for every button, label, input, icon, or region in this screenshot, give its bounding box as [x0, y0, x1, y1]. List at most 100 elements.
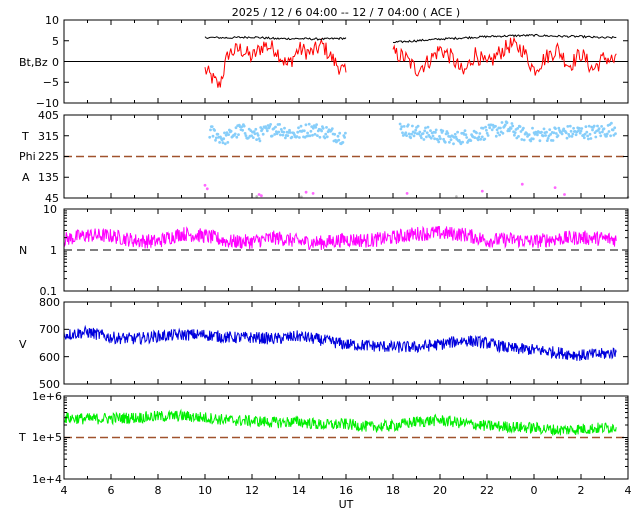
- theta-point: [613, 126, 617, 130]
- theta-point: [498, 133, 501, 137]
- plot-title: 2025 / 12 / 6 04:00 -- 12 / 7 04:00 ( AC…: [232, 6, 460, 19]
- x-tick-label: 0: [531, 484, 538, 497]
- speed-tick-label: 600: [39, 351, 60, 364]
- x-tick-label: 18: [386, 484, 400, 497]
- theta-ylabel: T: [21, 130, 29, 143]
- bz-line: [392, 36, 617, 77]
- theta-point: [601, 130, 604, 134]
- mag-tick-label: 5: [52, 35, 59, 48]
- density-tick-label: 0.1: [40, 285, 58, 298]
- theta-point: [570, 135, 574, 138]
- theta-point: [614, 132, 617, 136]
- theta-point: [279, 133, 282, 137]
- theta-point: [605, 134, 608, 138]
- theta-point: [540, 130, 543, 134]
- theta-point: [568, 124, 572, 128]
- theta-point: [318, 135, 322, 139]
- theta-point: [208, 135, 212, 139]
- theta-point: [234, 126, 238, 130]
- theta-point: [214, 138, 217, 142]
- theta-point: [436, 138, 440, 142]
- theta-point: [446, 132, 450, 135]
- theta-point: [418, 130, 422, 134]
- temp-ylabel: T: [18, 431, 26, 444]
- theta-point: [226, 141, 230, 144]
- theta-point: [409, 136, 413, 140]
- x-tick-label: 12: [245, 484, 259, 497]
- theta-point: [508, 129, 511, 133]
- theta-point: [233, 132, 237, 136]
- theta-point: [333, 132, 337, 136]
- theta-point: [583, 132, 587, 136]
- theta-point: [431, 134, 435, 138]
- speed-line: [63, 324, 617, 361]
- theta-point: [494, 124, 497, 128]
- theta-point: [405, 134, 408, 138]
- theta-point: [277, 130, 281, 134]
- theta-point: [596, 124, 599, 128]
- y-ticks-layer: [64, 19, 628, 480]
- theta-point: [426, 125, 430, 129]
- theta-point: [582, 136, 586, 140]
- theta-point: [325, 126, 328, 129]
- angle-tick-label: 315: [38, 130, 59, 143]
- mag-ylabel: Bt,Bz: [19, 56, 48, 69]
- theta-point: [256, 134, 260, 137]
- phi-point: [205, 187, 209, 191]
- theta-point: [579, 129, 583, 133]
- mag-tick-label: −10: [36, 97, 59, 110]
- theta-point: [252, 130, 256, 134]
- theta-point: [224, 133, 228, 137]
- theta-point: [522, 138, 526, 142]
- mag-tick-label: 10: [45, 14, 59, 27]
- theta-point: [284, 136, 287, 140]
- theta-point: [585, 130, 589, 134]
- theta-point: [519, 130, 523, 133]
- theta-point: [587, 137, 590, 141]
- theta-point: [337, 138, 341, 142]
- theta-point: [580, 127, 584, 130]
- theta-point: [475, 131, 478, 135]
- theta-point: [452, 142, 455, 146]
- theta-point: [279, 127, 283, 131]
- theta-point: [513, 131, 517, 135]
- density-tick-label: 1: [50, 244, 57, 257]
- theta-point: [505, 121, 509, 125]
- theta-point: [402, 125, 406, 128]
- theta-point: [552, 131, 556, 135]
- theta-point: [483, 137, 487, 141]
- theta-point: [548, 128, 552, 132]
- theta-point: [411, 124, 414, 128]
- theta-point: [588, 132, 592, 136]
- theta-point: [420, 136, 423, 140]
- theta-point: [254, 127, 258, 131]
- theta-point: [495, 128, 499, 132]
- theta-point: [213, 129, 217, 132]
- theta-point: [574, 133, 578, 137]
- theta-point: [517, 135, 520, 138]
- theta-point: [577, 129, 580, 133]
- theta-point: [564, 131, 568, 135]
- theta-point: [433, 137, 436, 141]
- theta-point: [476, 138, 480, 142]
- theta-point: [600, 125, 603, 128]
- theta-point: [448, 140, 451, 144]
- speed-tick-label: 500: [39, 378, 60, 391]
- theta-point: [422, 138, 426, 141]
- theta-point: [325, 135, 329, 139]
- theta-point: [216, 132, 220, 136]
- theta-point: [478, 132, 482, 135]
- theta-point: [296, 130, 300, 134]
- theta-point: [429, 136, 433, 140]
- theta-point: [244, 134, 248, 138]
- theta-point: [293, 133, 296, 137]
- phi-point: [553, 186, 557, 190]
- theta-point: [275, 132, 279, 136]
- theta-point: [486, 134, 490, 137]
- theta-point: [531, 137, 535, 141]
- theta-point: [602, 127, 606, 131]
- theta-point: [554, 132, 558, 135]
- theta-point: [338, 131, 342, 135]
- theta-point: [221, 141, 225, 145]
- x-tick-label: 4: [61, 484, 68, 497]
